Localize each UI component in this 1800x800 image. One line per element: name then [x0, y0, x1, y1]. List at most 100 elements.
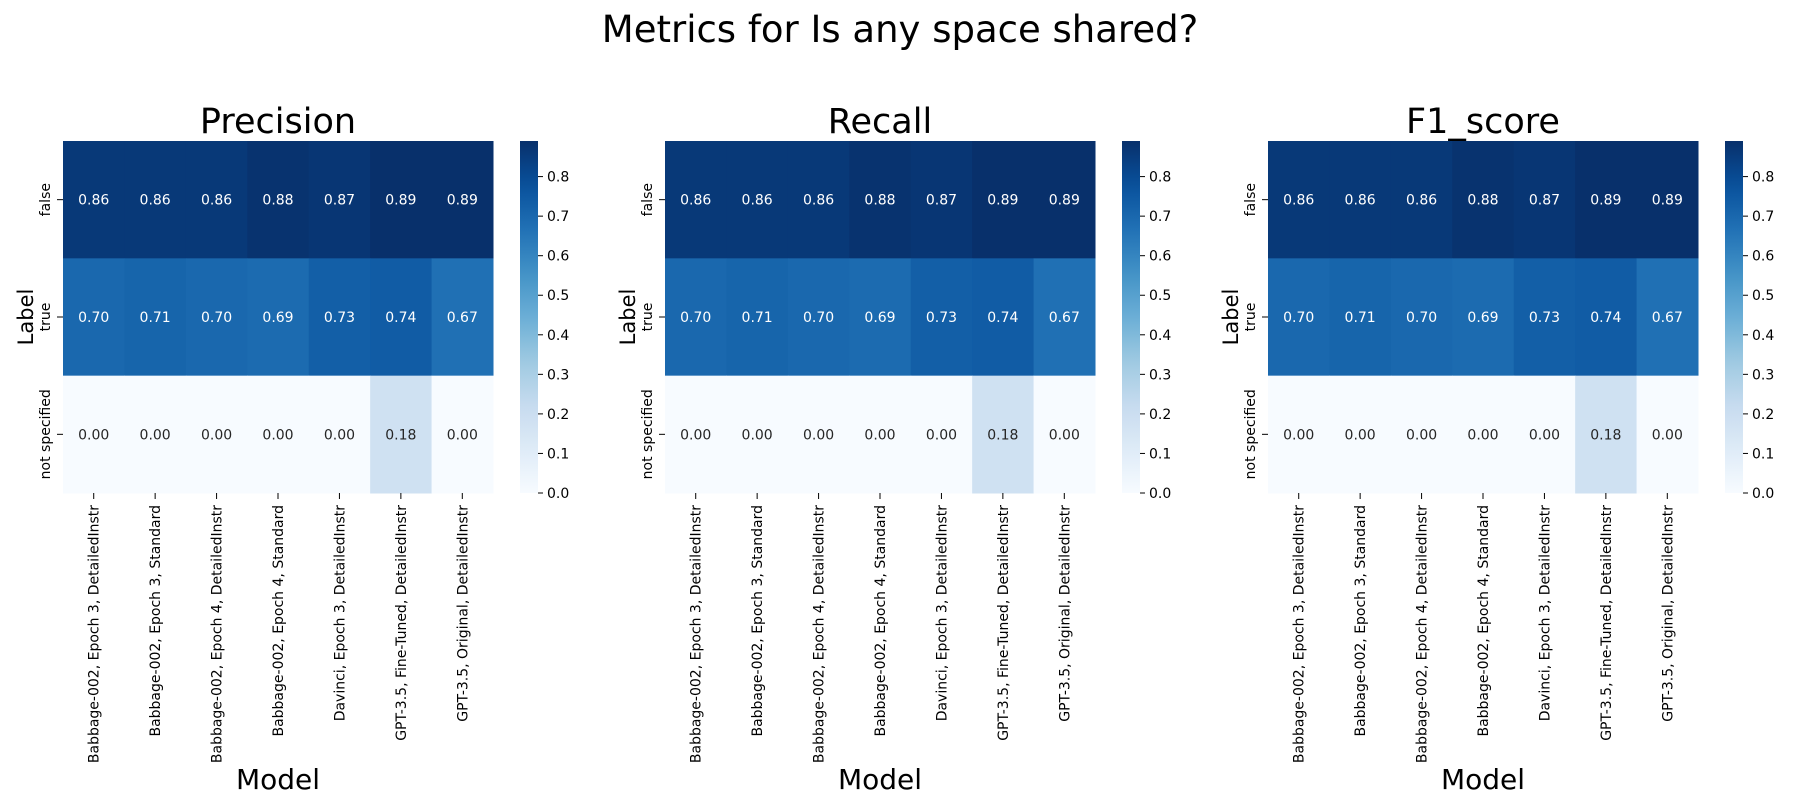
heatmap-cell	[726, 258, 789, 377]
x-tick-label: GPT-3.5, Original, DetailedInstr	[1660, 505, 1676, 722]
cell-value-label: 0.67	[1049, 310, 1080, 326]
x-tick-label: Babbage-002, Epoch 4, Standard	[873, 505, 889, 737]
heatmap-cell	[185, 258, 248, 377]
subplot-title: F1_score	[1406, 102, 1560, 142]
x-tick-label: Davinci, Epoch 3, DetailedInstr	[1537, 505, 1553, 722]
heatmap-cell	[308, 258, 371, 377]
heatmap-cell	[849, 141, 912, 259]
cell-value-label: 0.18	[987, 427, 1018, 443]
cell-value-label: 0.89	[987, 193, 1018, 209]
x-tick-label: GPT-3.5, Fine-Tuned, DetailedInstr	[394, 505, 410, 741]
x-tick-label: Babbage-002, Epoch 4, Standard	[1476, 505, 1492, 737]
colorbar-tick-label: 0.8	[1752, 170, 1774, 186]
colorbar-tick-label: 0.2	[1752, 407, 1774, 423]
colorbar-tick-label: 0.1	[1752, 446, 1774, 462]
heatmap-cell	[787, 258, 850, 377]
heatmap-cell	[910, 258, 973, 377]
x-tick-label: Babbage-002, Epoch 4, Standard	[271, 505, 287, 737]
x-tick-label: Babbage-002, Epoch 3, DetailedInstr	[1292, 505, 1308, 763]
x-tick-label: Babbage-002, Epoch 3, Standard	[750, 505, 766, 737]
x-tick-label: Babbage-002, Epoch 3, Standard	[1353, 505, 1369, 737]
colorbar-tick-label: 0.1	[547, 446, 569, 462]
y-axis-label: Label	[1219, 289, 1243, 346]
y-axis-label: Label	[14, 289, 38, 346]
colorbar-tick-label: 0.4	[547, 328, 569, 344]
x-tick-label: Babbage-002, Epoch 3, DetailedInstr	[87, 505, 103, 763]
x-tick-label: GPT-3.5, Fine-Tuned, DetailedInstr	[1599, 505, 1615, 741]
colorbar-tick-label: 0.6	[547, 249, 569, 265]
heatmap-cell	[431, 141, 494, 259]
cell-value-label: 0.86	[140, 193, 171, 209]
cell-value-label: 0.00	[1529, 427, 1560, 443]
subplot-title: Precision	[200, 102, 356, 142]
heatmap-cell	[185, 141, 248, 259]
cell-value-label: 0.89	[1652, 193, 1683, 209]
cell-value-label: 0.87	[1529, 193, 1560, 209]
heatmap-cell	[1329, 141, 1392, 259]
heatmap-cell	[1329, 375, 1392, 494]
cell-value-label: 0.69	[864, 310, 895, 326]
cell-value-label: 0.00	[803, 427, 834, 443]
cell-value-label: 0.00	[1345, 427, 1376, 443]
colorbar-tick-label: 0.3	[1752, 367, 1774, 383]
heatmap-cell	[1033, 141, 1096, 259]
colorbar-tick-label: 0.5	[547, 288, 569, 304]
heatmap-cell	[726, 375, 789, 494]
heatmap-cell	[1452, 375, 1515, 494]
heatmap-cell	[910, 375, 973, 494]
colorbar-tick-label: 0.6	[1752, 249, 1774, 265]
heatmap-cell	[787, 141, 850, 259]
cell-value-label: 0.73	[324, 310, 355, 326]
y-tick-label: true	[1243, 303, 1259, 332]
y-axis-label: Label	[616, 289, 640, 346]
heatmap-cell	[665, 375, 727, 494]
cell-value-label: 0.86	[201, 193, 232, 209]
cell-value-label: 0.89	[385, 193, 416, 209]
heatmap-cell	[1575, 141, 1638, 259]
colorbar-tick-label: 0.4	[1149, 328, 1171, 344]
cell-value-label: 0.00	[78, 427, 109, 443]
cell-value-label: 0.73	[1529, 310, 1560, 326]
cell-value-label: 0.70	[1283, 310, 1314, 326]
cell-value-label: 0.89	[447, 193, 478, 209]
heatmap-cell	[1636, 141, 1699, 259]
cell-value-label: 0.88	[1467, 193, 1498, 209]
cell-value-label: 0.18	[1590, 427, 1621, 443]
cell-value-label: 0.70	[1406, 310, 1437, 326]
y-tick-label: not specified	[38, 389, 54, 479]
heatmap-cell	[308, 375, 371, 494]
heatmap-cell	[370, 141, 433, 259]
heatmap-cell	[1575, 258, 1638, 377]
cell-value-label: 0.86	[742, 193, 773, 209]
x-axis-label: Model	[236, 763, 320, 796]
heatmap-cell	[247, 141, 310, 259]
heatmap-cell	[1390, 141, 1453, 259]
heatmap-cell	[910, 141, 973, 259]
cell-value-label: 0.69	[1467, 310, 1498, 326]
x-tick-label: GPT-3.5, Fine-Tuned, DetailedInstr	[996, 505, 1012, 741]
colorbar	[1122, 141, 1140, 493]
figure-title: Metrics for Is any space shared?	[602, 8, 1198, 51]
heatmap-cell	[972, 141, 1035, 259]
heatmap-cell	[247, 258, 310, 377]
heatmap-cell	[63, 258, 125, 377]
heatmap-cell	[1513, 258, 1576, 377]
cell-value-label: 0.67	[1652, 310, 1683, 326]
heatmap-cell	[1033, 258, 1096, 377]
colorbar-tick-label: 0.4	[1752, 328, 1774, 344]
cell-value-label: 0.69	[262, 310, 293, 326]
colorbar	[520, 141, 538, 493]
colorbar-tick-label: 0.2	[547, 407, 569, 423]
colorbar-tick-label: 0.0	[547, 486, 569, 502]
heatmap-cell	[1575, 375, 1638, 494]
heatmap-cell	[1452, 141, 1515, 259]
x-tick-label: Babbage-002, Epoch 3, Standard	[148, 505, 164, 737]
cell-value-label: 0.00	[1283, 427, 1314, 443]
colorbar-tick-label: 0.6	[1149, 249, 1171, 265]
cell-value-label: 0.86	[1345, 193, 1376, 209]
colorbar-tick-label: 0.1	[1149, 446, 1171, 462]
cell-value-label: 0.00	[680, 427, 711, 443]
cell-value-label: 0.87	[324, 193, 355, 209]
